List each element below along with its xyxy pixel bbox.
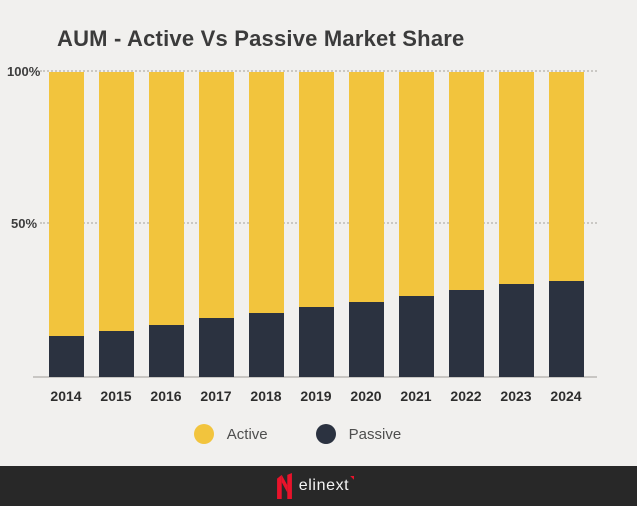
bar-2022	[449, 72, 484, 377]
bar-2015-passive-segment	[99, 331, 134, 377]
x-tick-2014: 2014	[50, 388, 82, 404]
legend-label-active: Active	[226, 425, 268, 443]
bar-2019-passive-segment	[299, 306, 334, 377]
bar-2023	[499, 72, 534, 377]
bar-2018-passive-segment	[249, 312, 284, 377]
legend-item-passive: Passive	[315, 424, 402, 444]
legend-item-active: Active	[193, 424, 268, 444]
brand-name: elinext	[298, 477, 350, 494]
elinext-n-icon	[276, 473, 292, 499]
footer: elinext	[0, 466, 637, 506]
x-tick-2022: 2022	[450, 388, 482, 404]
legend-label-passive: Passive	[348, 425, 402, 443]
bar-2014	[49, 72, 84, 377]
bar-2020-passive-segment	[349, 302, 384, 377]
brand-logo: elinext	[276, 473, 360, 499]
bar-2018	[249, 72, 284, 377]
x-tick-2020: 2020	[350, 388, 382, 404]
gridline-100	[40, 70, 597, 72]
bar-2024	[549, 72, 584, 377]
x-tick-2019: 2019	[300, 388, 332, 404]
bar-2024-passive-segment	[549, 280, 584, 377]
bar-2019	[299, 72, 334, 377]
bars	[49, 72, 584, 377]
bar-2020	[349, 72, 384, 377]
bar-2017	[199, 72, 234, 377]
bar-2017-passive-segment	[199, 317, 234, 377]
bar-2016-passive-segment	[149, 325, 184, 377]
x-tick-2016: 2016	[150, 388, 182, 404]
x-tick-2021: 2021	[400, 388, 432, 404]
x-axis-line	[33, 376, 597, 378]
x-tick-2018: 2018	[250, 388, 282, 404]
bar-2023-passive-segment	[499, 283, 534, 377]
bar-2022-passive-segment	[449, 290, 484, 377]
x-tick-2024: 2024	[550, 388, 582, 404]
y-tick-100: 100%	[7, 64, 41, 79]
passive-swatch	[315, 424, 336, 444]
bar-2021-passive-segment	[399, 296, 434, 377]
active-swatch	[193, 424, 214, 444]
x-tick-2023: 2023	[500, 388, 532, 404]
bar-2016	[149, 72, 184, 377]
x-axis-labels: 2014 2015 2016 2017 2018 2019 2020 2021 2022 2023…	[41, 388, 592, 404]
x-tick-2015: 2015	[100, 388, 132, 404]
legend: Active Passive	[0, 424, 616, 444]
brand-accent-mark	[350, 476, 355, 480]
bar-2021	[399, 72, 434, 377]
chart-title: AUM - Active Vs Passive Market Share	[57, 26, 465, 51]
y-tick-50: 50%	[11, 216, 38, 231]
bar-2015	[99, 72, 134, 377]
bar-2014-passive-segment	[49, 335, 84, 377]
x-tick-2017: 2017	[200, 388, 232, 404]
